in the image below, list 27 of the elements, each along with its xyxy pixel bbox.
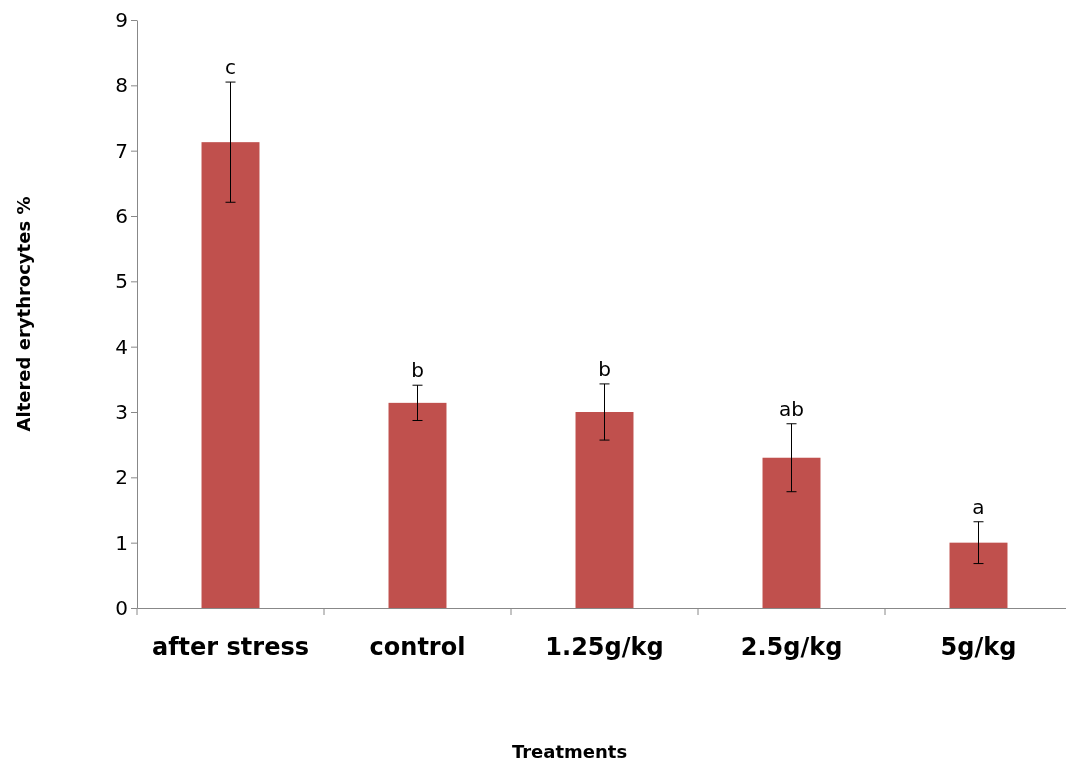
bar [762,457,821,608]
y-tick-label: 0 [115,595,128,620]
annotation: a [972,494,985,519]
x-tick-label: control [369,633,466,662]
y-tick-label: 5 [115,269,128,294]
y-tick-label: 6 [115,203,128,228]
annotation: ab [779,396,804,421]
y-tick-label: 8 [115,73,128,98]
bar [575,412,634,608]
y-tick-label: 7 [115,138,128,163]
x-tick-label: 2.5g/kg [740,633,843,662]
x-tick-label: 1.25g/kg [545,633,664,662]
bar [201,142,260,608]
y-tick-label: 3 [115,399,128,424]
annotation: c [225,55,236,80]
annotation: b [598,356,611,381]
y-tick-label: 4 [115,334,128,359]
bar [388,402,447,608]
x-axis-title: Treatments [511,741,628,762]
y-axis-title: Altered erythrocytes % [13,196,34,432]
y-tick-label: 2 [115,465,128,490]
y-tick-label: 1 [115,530,128,555]
x-tick-label: 5g/kg [940,633,1017,662]
y-tick-label: 9 [115,7,128,32]
x-tick-label: after stress [151,633,310,662]
annotation: b [411,358,424,383]
bar [949,542,1008,608]
